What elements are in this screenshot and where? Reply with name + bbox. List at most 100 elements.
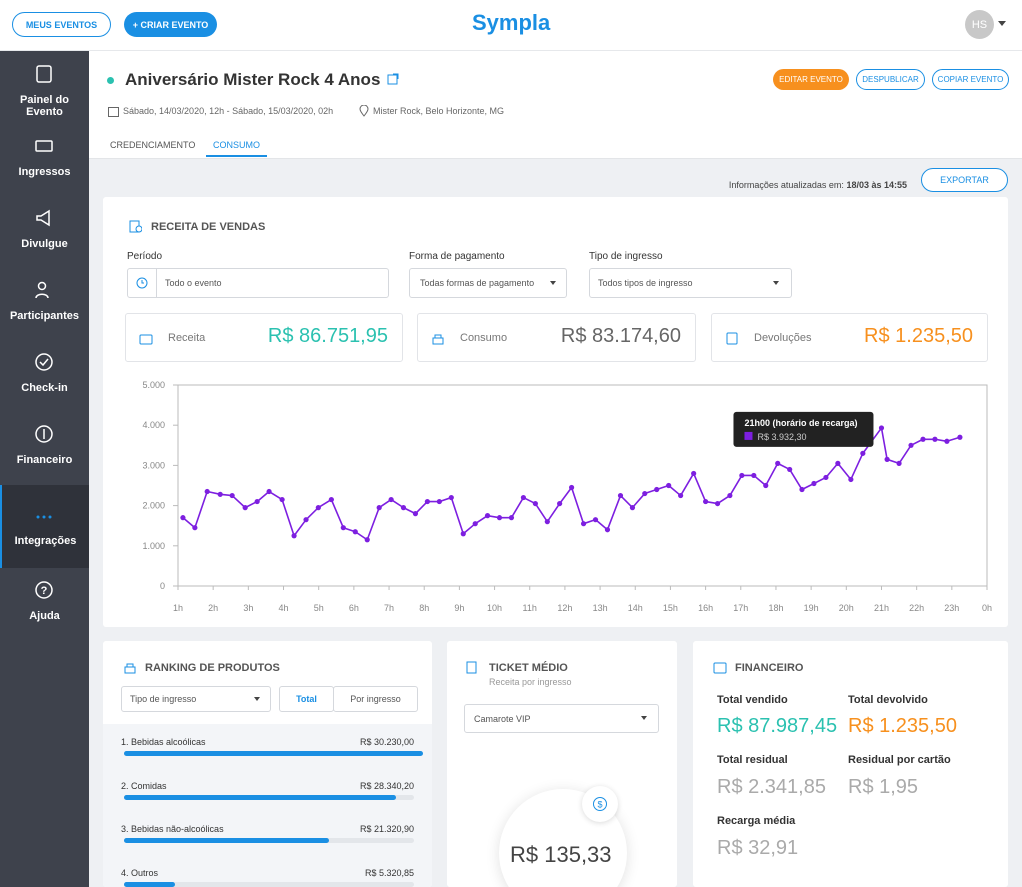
updated-prefix: Informações atualizadas em:	[728, 180, 844, 190]
external-link-icon[interactable]	[387, 73, 399, 85]
data-point	[496, 515, 503, 521]
x-tick-label: 2h	[208, 603, 218, 613]
avatar[interactable]: HS	[965, 10, 994, 39]
tab-active[interactable]: CONSUMO	[213, 140, 260, 150]
x-tick-label: 17h	[733, 603, 748, 613]
select-caret	[254, 697, 260, 701]
copy-event-button[interactable]: COPIAR EVENTO	[932, 69, 1009, 90]
nav-item[interactable]: ? Ajuda	[0, 568, 89, 640]
data-point	[557, 500, 563, 507]
x-tick-label: 5h	[314, 603, 324, 613]
data-point	[279, 496, 285, 503]
data-point	[763, 482, 769, 489]
tab[interactable]: CREDENCIAMENTO	[110, 140, 196, 150]
ranking-value: R$ 30.230,00	[359, 737, 414, 747]
data-point	[678, 492, 684, 499]
finance-label: Recarga média	[717, 815, 796, 827]
avatar-caret	[998, 21, 1006, 26]
data-point	[544, 519, 550, 525]
nav-item-active[interactable]: Integrações	[0, 485, 89, 568]
nav-item[interactable]: Participantes	[0, 268, 89, 340]
nav-item[interactable]: Financeiro	[0, 412, 89, 484]
ranking-bar	[124, 794, 396, 800]
tooltip-box	[733, 411, 874, 447]
data-point	[642, 490, 648, 497]
nav-label: Check-in	[21, 382, 68, 394]
svg-text:?: ?	[41, 585, 48, 597]
tooltip-swatch	[744, 431, 753, 440]
data-point	[412, 511, 419, 517]
coin-badge: $	[582, 786, 618, 822]
revenue-icon	[129, 220, 142, 233]
data-point	[204, 488, 210, 495]
y-tick-label: 0	[160, 581, 165, 591]
ranking-bar	[124, 838, 329, 843]
ranking-select[interactable]: Tipo de ingresso	[121, 686, 271, 712]
event-location: Mister Rock, Belo Horizonte, MG	[373, 106, 505, 116]
kpi-icon	[726, 332, 738, 345]
finance-value: R$ 1.235,50	[848, 715, 957, 737]
my-events-button[interactable]: MEUS EVENTOS	[12, 12, 111, 37]
x-tick-label: 10h	[487, 603, 502, 613]
data-point	[654, 486, 660, 493]
edit-event-button[interactable]: EDITAR EVENTO	[773, 69, 849, 90]
nav-label: Ajuda	[29, 610, 60, 622]
data-point	[580, 521, 587, 527]
data-point	[932, 436, 938, 442]
data-point	[352, 529, 358, 535]
logo[interactable]: Sympla	[472, 10, 551, 35]
x-tick-label: 19h	[804, 603, 819, 613]
nav-icon	[36, 515, 52, 519]
ranking-value: R$ 5.320,85	[364, 867, 414, 878]
payment-select[interactable]: Todas formas de pagamento	[409, 268, 567, 298]
create-event-button[interactable]: + CRIAR EVENTO	[124, 12, 217, 37]
ranking-value: R$ 28.340,20	[359, 780, 414, 791]
x-tick-label: 4h	[279, 603, 289, 613]
kpi-icon	[139, 334, 153, 345]
nav-item[interactable]: Painel do Evento	[0, 52, 89, 124]
data-point	[920, 436, 926, 442]
kpi-value: R$ 83.174,60	[560, 325, 681, 347]
data-point	[192, 525, 198, 531]
data-point	[328, 496, 334, 503]
x-tick-label: 7h	[384, 603, 394, 613]
nav-icon	[35, 281, 49, 299]
toggle[interactable]: Por ingresso	[333, 686, 418, 712]
data-point	[532, 500, 538, 507]
sidebar	[0, 51, 89, 887]
svg-text:$: $	[597, 800, 602, 810]
ticket-select[interactable]: Camarote VIP	[464, 704, 659, 733]
nav-icon	[35, 425, 53, 443]
event-title: Aniversário Mister Rock 4 Anos	[125, 70, 381, 89]
nav-item[interactable]: Check-in	[0, 340, 89, 412]
filter-label: Período	[127, 251, 163, 262]
data-point	[739, 472, 745, 479]
ranking-title: RANKING DE PRODUTOS	[145, 662, 280, 674]
ranking-name: 1. Bebidas alcoólicas	[121, 737, 206, 747]
nav-label: Painel do Evento	[20, 94, 69, 118]
nav-item[interactable]: Ingressos	[0, 124, 89, 196]
export-button[interactable]: EXPORTAR	[921, 168, 1008, 192]
ranking-card	[103, 641, 432, 887]
data-point	[957, 434, 963, 440]
data-point	[229, 492, 235, 499]
toggle-active[interactable]: Total	[279, 686, 334, 712]
nav-icon	[36, 209, 50, 227]
data-point	[180, 515, 186, 521]
data-point	[604, 527, 611, 533]
period-select[interactable]: Todo o evento	[127, 268, 389, 298]
kpi-card: Devoluções R$ 1.235,50	[711, 313, 988, 362]
data-point	[592, 517, 599, 523]
data-point	[860, 450, 866, 456]
y-tick-label: 2.000	[142, 501, 165, 511]
unpublish-button[interactable]: DESPUBLICAR	[856, 69, 925, 90]
ticket-type-select[interactable]: Todos tipos de ingresso	[589, 268, 792, 298]
y-tick-label: 1.000	[142, 541, 165, 551]
data-point	[266, 488, 272, 495]
nav-icon	[36, 65, 52, 83]
data-point	[364, 537, 370, 543]
finance-label: Residual por cartão	[848, 754, 951, 766]
nav-item[interactable]: Divulgue	[0, 196, 89, 268]
y-tick-label: 4.000	[142, 420, 165, 430]
